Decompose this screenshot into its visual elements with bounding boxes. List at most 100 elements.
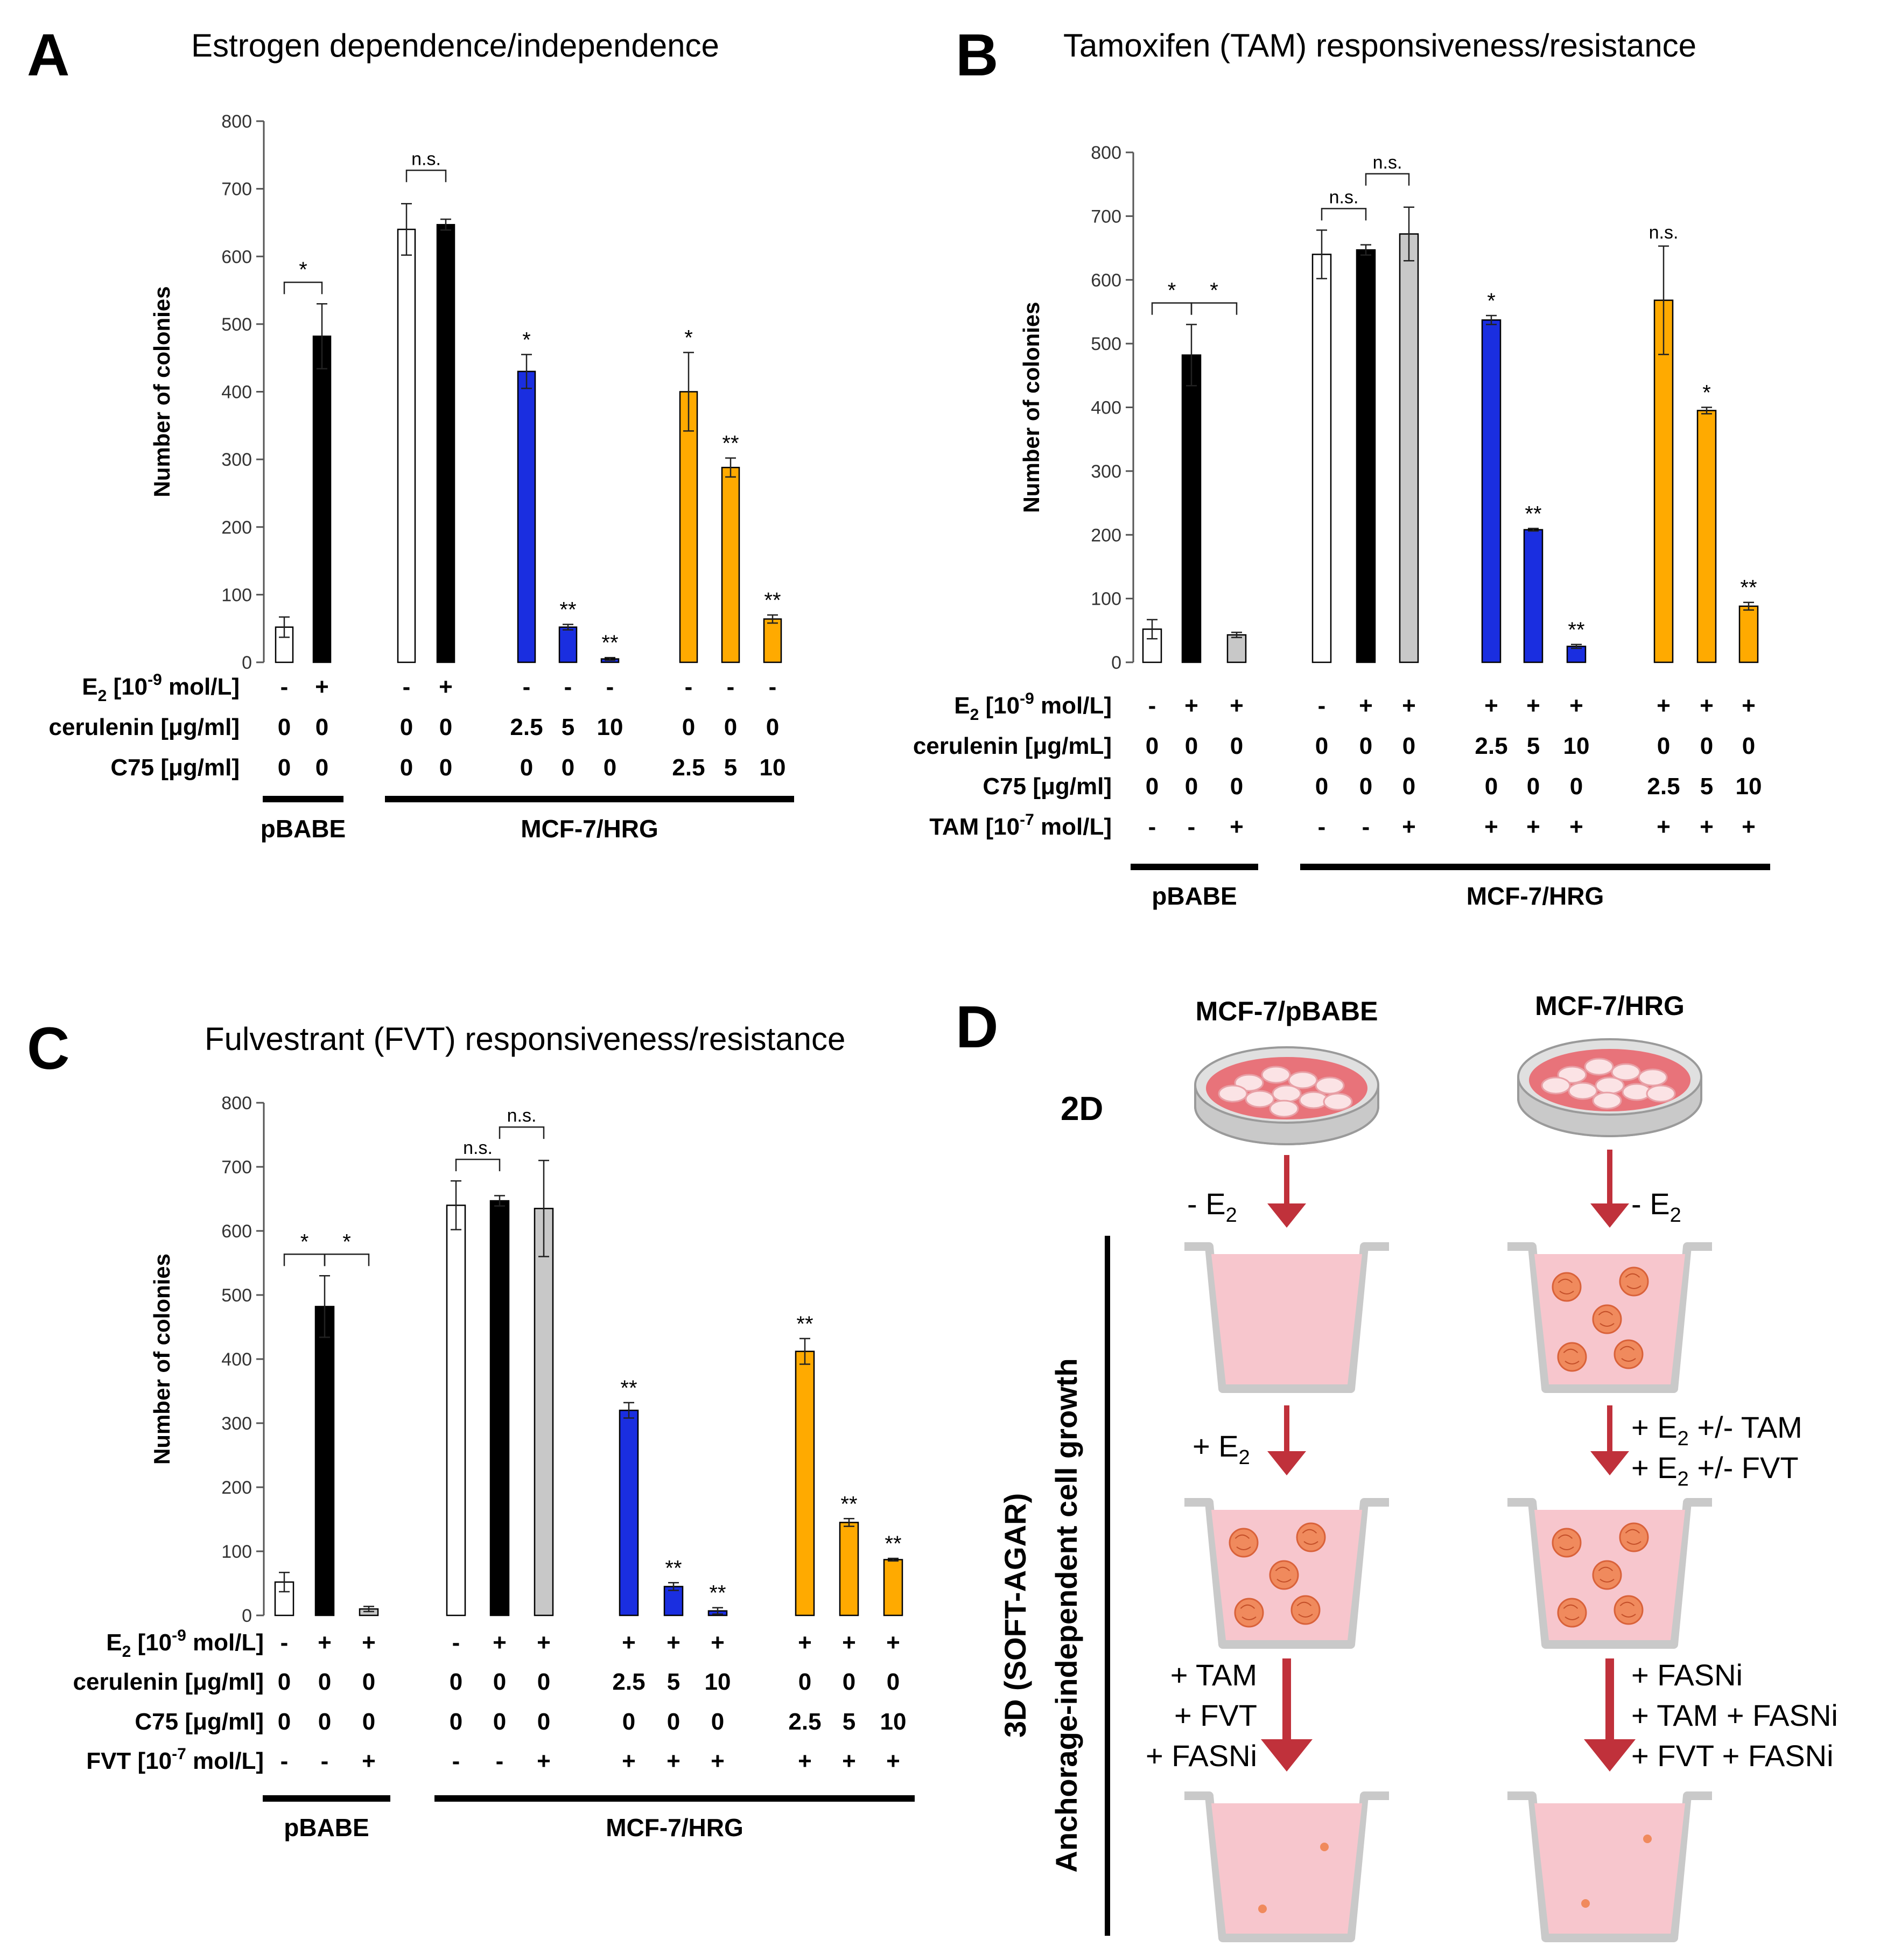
condition-cell: + <box>842 1629 856 1656</box>
condition-cell: 0 <box>1315 773 1328 800</box>
condition-cell: + <box>711 1629 725 1656</box>
cell <box>1646 1084 1676 1103</box>
colony-texture <box>1619 1601 1636 1618</box>
condition-cell: + <box>439 674 453 700</box>
cell <box>1584 1058 1614 1076</box>
arrow-head <box>1267 1203 1306 1228</box>
colony <box>1290 1595 1321 1625</box>
condition-cell: 5 <box>843 1709 855 1735</box>
colony-texture <box>1563 1348 1580 1364</box>
condition-cell: 0 <box>604 754 616 781</box>
condition-cell: - <box>452 1748 460 1774</box>
panel-a-title: Estrogen dependence/independence <box>191 27 719 64</box>
condition-cell: + <box>1742 692 1756 719</box>
bar <box>839 1522 859 1616</box>
d-col-right-label: MCF-7/HRG <box>1535 991 1685 1021</box>
condition-cell: 0 <box>1230 733 1243 759</box>
condition-cell: + <box>667 1748 681 1774</box>
bracket-label: n.s. <box>507 1105 537 1126</box>
condition-cell: 0 <box>537 1669 550 1695</box>
cell <box>1269 1100 1299 1118</box>
colony-texture <box>1240 1604 1257 1620</box>
arrow-head <box>1584 1739 1636 1772</box>
small-colony <box>1320 1843 1329 1851</box>
condition-cell: + <box>362 1748 376 1774</box>
bracket-label: * <box>342 1230 351 1254</box>
y-tick-label: 300 <box>221 450 252 470</box>
bracket-label: * <box>300 1230 309 1254</box>
bracket-label: n.s. <box>1373 152 1402 173</box>
condition-cell: + <box>1700 814 1714 840</box>
d-step3-right-label: + TAM + FASNi <box>1631 1698 1838 1732</box>
condition-cell: 10 <box>1563 733 1590 759</box>
condition-cell: + <box>1484 692 1498 719</box>
condition-cell: + <box>1184 692 1198 719</box>
panel-letter-c: C <box>27 1016 69 1082</box>
condition-cell: + <box>1657 814 1671 840</box>
condition-cell: 0 <box>1185 733 1198 759</box>
significance-bracket <box>405 170 447 183</box>
significance-label: ** <box>796 1312 813 1336</box>
condition-cell: + <box>1657 692 1671 719</box>
condition-cell: + <box>1526 814 1540 840</box>
significance-label: ** <box>1740 576 1757 600</box>
colony <box>1614 1595 1644 1625</box>
significance-bracket <box>283 1254 326 1266</box>
condition-cell: 5 <box>562 714 574 740</box>
bar <box>679 391 698 663</box>
bar <box>1226 634 1247 663</box>
condition-cell: 0 <box>1359 773 1372 800</box>
condition-cell: 0 <box>1527 773 1540 800</box>
significance-label: ** <box>709 1581 726 1605</box>
bar <box>721 466 740 663</box>
condition-cell: 5 <box>1700 773 1713 800</box>
cell <box>1218 1084 1248 1103</box>
cell <box>1568 1082 1598 1100</box>
y-tick-label: 500 <box>1091 334 1121 354</box>
condition-cell: 0 <box>400 714 413 740</box>
bar <box>1181 354 1202 663</box>
condition-cell: - <box>564 674 572 700</box>
y-tick-label: 500 <box>221 1285 252 1306</box>
colony-texture <box>1234 1534 1251 1550</box>
panel-letter-b: B <box>956 22 998 88</box>
significance-label: ** <box>722 432 739 456</box>
bar <box>314 1306 335 1616</box>
agar-medium <box>1211 1254 1362 1384</box>
condition-cell: 0 <box>278 714 291 740</box>
arrow-head <box>1261 1739 1313 1772</box>
colony-texture <box>1558 1534 1574 1550</box>
condition-row-label: C75 [μg/ml] <box>110 754 240 781</box>
y-tick-label: 700 <box>221 1157 252 1178</box>
condition-cell: + <box>622 1748 636 1774</box>
d-vertical-label-1: 3D (SOFT-AGAR) <box>998 1493 1032 1738</box>
d-step2-right-1: + E2 +/- TAM <box>1631 1410 1802 1450</box>
group-bar <box>263 796 343 802</box>
d-step3-right-label: + FASNi <box>1631 1658 1743 1692</box>
significance-bracket <box>283 281 323 295</box>
cell <box>1592 1091 1622 1110</box>
cell <box>1595 1076 1625 1095</box>
small-colony <box>1258 1905 1267 1913</box>
significance-label: * <box>684 326 693 350</box>
condition-cell: 0 <box>843 1669 855 1695</box>
dishes <box>1194 1038 1702 1145</box>
colony-texture <box>1302 1529 1318 1545</box>
small-colony <box>1643 1835 1652 1843</box>
condition-row-label: cerulenin [μg/mL] <box>913 733 1112 759</box>
significance-bracket <box>324 1254 370 1266</box>
condition-cell: + <box>1230 692 1244 719</box>
bar <box>1523 529 1544 663</box>
bracket-label: * <box>1210 279 1218 303</box>
condition-cell: 0 <box>1700 733 1713 759</box>
y-tick-label: 800 <box>1091 143 1121 163</box>
colony <box>1234 1598 1264 1628</box>
condition-cell: + <box>1569 692 1583 719</box>
d-col-left-label: MCF-7/pBABE <box>1196 996 1378 1026</box>
colony <box>1592 1304 1622 1334</box>
condition-cell: 0 <box>766 714 779 740</box>
condition-cell: - <box>523 674 531 700</box>
